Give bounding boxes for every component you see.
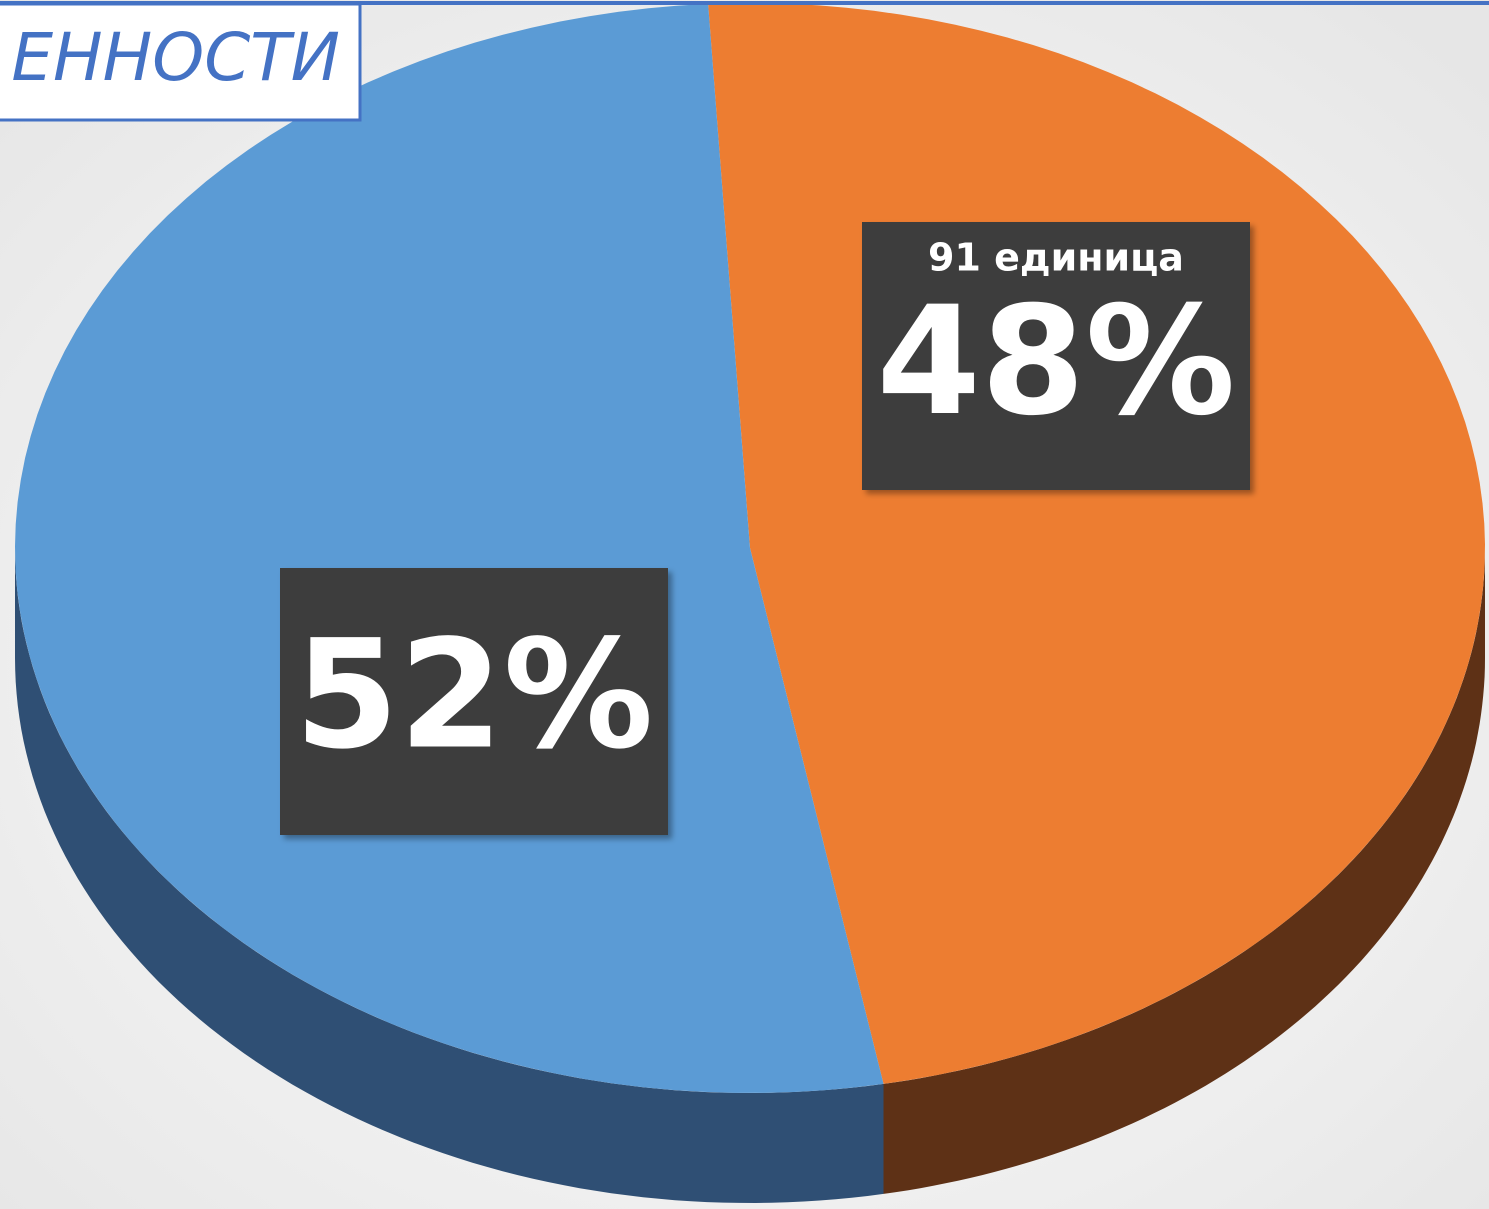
chart-title: ЕННОСТИ (11, 19, 340, 96)
slice-side (883, 548, 1485, 1194)
title-box (0, 2, 362, 122)
slice-side (15, 548, 884, 1203)
value-label: 52% (294, 609, 653, 783)
value-label: 48% (876, 275, 1235, 449)
label-box (280, 568, 668, 835)
detail-label: 91 единица (928, 236, 1184, 280)
label-box (862, 222, 1250, 490)
